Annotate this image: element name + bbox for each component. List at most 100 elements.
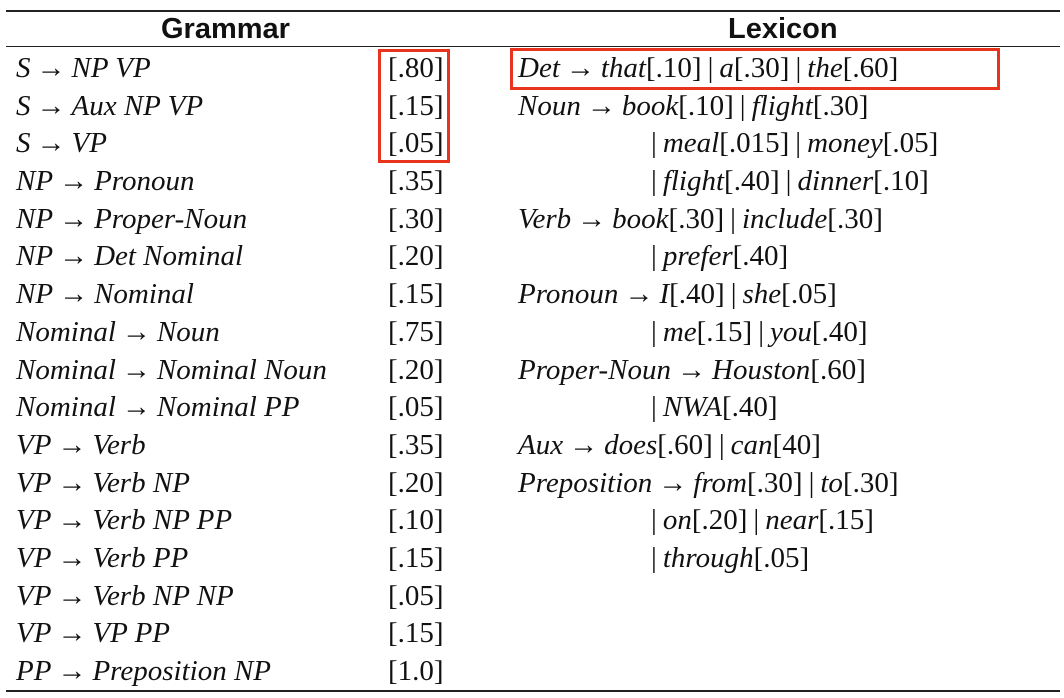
rule-probability: [.05] [388, 580, 444, 612]
lexicon-line: | me[.15] | you[.40] [645, 315, 867, 349]
lexicon-word: flight [751, 90, 813, 122]
lexicon-lhs: Preposition [518, 467, 653, 499]
word-probability: [.60] [657, 429, 713, 461]
rule-rhs: Noun [156, 316, 220, 348]
rule-lhs: VP [16, 467, 52, 499]
lexicon-line: Preposition → from[.30] | to[.30] [518, 466, 899, 500]
grammar-rule: NP → Det Nominal [16, 239, 243, 273]
lexicon-word: money [807, 127, 883, 159]
rule-probability: [.05] [388, 391, 444, 423]
lexicon-word: near [765, 504, 819, 536]
lexicon-lhs: Det [518, 52, 560, 84]
arrow-icon: → [624, 278, 654, 310]
rule-rhs: Nominal PP [156, 391, 300, 423]
lexicon-line: | prefer[.40] [645, 239, 788, 273]
grammar-rule: NP → Pronoun [16, 164, 195, 198]
rule-rhs: Pronoun [94, 165, 195, 197]
lexicon-line: | through[.05] [645, 541, 809, 575]
separator-bar: | [718, 429, 725, 461]
rule-lhs: Nominal [16, 354, 116, 386]
separator-bar: | [753, 504, 760, 536]
rule-probability: [.30] [388, 203, 444, 235]
rule-rhs: VP PP [92, 617, 171, 649]
lexicon-word: book [621, 90, 679, 122]
lexicon-line: | NWA[.40] [645, 390, 778, 424]
rule-lhs: Nominal [16, 391, 116, 423]
rule-lhs: NP [16, 203, 54, 235]
word-probability: [.05] [882, 127, 939, 159]
lexicon-line: Noun → book[.10] | flight[.30] [518, 89, 868, 123]
rule-probability: [.15] [388, 278, 444, 310]
arrow-icon: → [57, 655, 87, 687]
word-probability: [.05] [753, 542, 810, 574]
arrow-icon: → [121, 391, 151, 423]
rule-rhs: Det Nominal [94, 240, 244, 272]
rule-rhs: Preposition NP [92, 655, 271, 687]
arrow-icon: → [59, 240, 89, 272]
rule-lhs: NP [16, 278, 54, 310]
word-probability: [.60] [810, 354, 866, 386]
arrow-icon: → [57, 467, 87, 499]
word-probability: [.30] [733, 52, 790, 84]
arrow-icon: → [36, 52, 66, 84]
arrow-icon: → [57, 504, 87, 536]
rule-lhs: Nominal [16, 316, 116, 348]
rule-probability: [.35] [388, 429, 444, 461]
lexicon-word: flight [662, 165, 725, 197]
arrow-icon: → [565, 52, 595, 84]
lexicon-word: does [604, 429, 658, 461]
grammar-rule: S → NP VP [16, 51, 151, 85]
separator-bar: | [651, 504, 657, 536]
grammar-rule: VP → Verb [16, 428, 146, 462]
lexicon-lhs: Aux [518, 429, 564, 461]
lexicon-line: | on[.20] | near[.15] [645, 503, 874, 537]
rule-probability: [.10] [388, 504, 444, 536]
grammar-rule: PP → Preposition NP [16, 654, 271, 688]
grammar-rule: VP → VP PP [16, 616, 170, 650]
word-probability: [.30] [668, 203, 725, 235]
separator-bar: | [795, 127, 802, 159]
separator-bar: | [730, 203, 736, 235]
arrow-icon: → [57, 580, 87, 612]
word-probability: [.30] [827, 203, 883, 235]
grammar-rule: Nominal → Nominal Noun [16, 353, 327, 387]
lexicon-line: Det → that[.10] | a[.30] | the[.60] [518, 51, 898, 85]
rule-rhs: Nominal Noun [156, 354, 327, 386]
word-probability: [.40] [724, 165, 780, 197]
separator-bar: | [651, 542, 657, 574]
word-probability: [40] [772, 429, 821, 461]
word-probability: [.60] [842, 52, 899, 84]
lexicon-line: Pronoun → I[.40] | she[.05] [518, 277, 837, 311]
word-probability: [.30] [746, 467, 803, 499]
grammar-rule: Nominal → Noun [16, 315, 220, 349]
arrow-icon: → [586, 90, 616, 122]
word-probability: [.30] [812, 90, 869, 122]
rule-rhs: Verb NP PP [92, 504, 233, 536]
lexicon-word: Houston [712, 354, 811, 386]
rule-lhs: S [16, 90, 31, 122]
top-rule-line [6, 10, 1060, 12]
rule-probability: [.15] [388, 617, 444, 649]
lexicon-word: me [662, 316, 697, 348]
rule-probability: [.15] [388, 90, 444, 122]
word-probability: [.40] [669, 278, 725, 310]
lexicon-lhs: Verb [518, 203, 572, 235]
word-probability: [.10] [678, 90, 734, 122]
grammar-rule: Nominal → Nominal PP [16, 390, 300, 424]
lexicon-lhs: Proper-Noun [518, 354, 672, 386]
grammar-rule: VP → Verb NP [16, 466, 190, 500]
rule-lhs: VP [16, 542, 52, 574]
grammar-header: Grammar [161, 13, 290, 45]
rule-lhs: VP [16, 429, 52, 461]
arrow-icon: → [57, 617, 87, 649]
lexicon-word: prefer [662, 240, 733, 272]
rule-rhs: Proper-Noun [94, 203, 248, 235]
grammar-rule: NP → Proper-Noun [16, 202, 247, 236]
lexicon-line: Verb → book[.30] | include[.30] [518, 202, 883, 236]
separator-bar: | [795, 52, 802, 84]
lexicon-word: dinner [797, 165, 874, 197]
word-probability: [.10] [873, 165, 929, 197]
arrow-icon: → [121, 354, 151, 386]
lexicon-word: a [719, 52, 734, 84]
lexicon-lhs: Noun [518, 90, 581, 122]
